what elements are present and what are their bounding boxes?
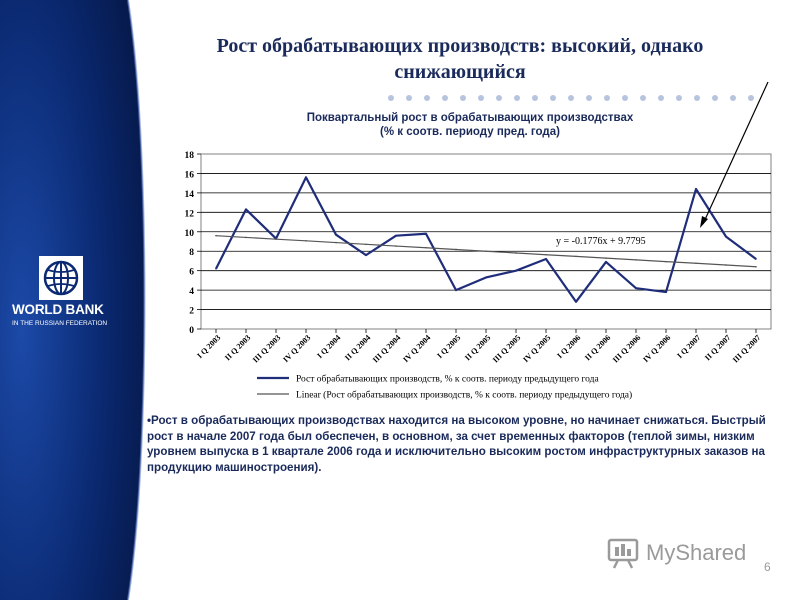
- data-point-trend: [215, 234, 217, 237]
- logo-subtitle: IN THE RUSSIAN FEDERATION: [12, 320, 108, 327]
- y-tick-label: 6: [189, 268, 194, 278]
- data-point-growth: [425, 232, 427, 235]
- data-point-growth: [725, 235, 727, 238]
- callout-arrow: [702, 81, 769, 225]
- y-tick-label: 4: [189, 287, 194, 297]
- data-point-growth: [755, 258, 757, 260]
- presentation-board-icon: [607, 538, 639, 569]
- x-tick-label: IV Q 2003: [281, 333, 312, 364]
- data-point-growth: [605, 261, 607, 263]
- body-text: •Рост в обрабатывающих производствах нах…: [147, 414, 766, 474]
- y-tick-label: 16: [185, 170, 195, 180]
- data-point-growth: [365, 254, 367, 256]
- data-point-growth: [455, 289, 457, 291]
- y-tick-label: 14: [185, 190, 195, 200]
- y-tick-label: 2: [189, 307, 194, 317]
- y-tick-label: 12: [185, 209, 195, 219]
- y-tick-label: 18: [185, 151, 195, 161]
- data-point-growth: [395, 234, 397, 237]
- x-tick-label: III Q 2005: [491, 333, 523, 365]
- x-tick-label: I Q 2006: [555, 333, 582, 360]
- trendline-equation: y = -0.1776x + 9.7795: [556, 236, 646, 247]
- x-tick-label: IV Q 2006: [641, 333, 672, 364]
- data-point-trend: [515, 252, 517, 254]
- data-point-trend: [545, 253, 547, 256]
- x-tick-label: II Q 2007: [703, 333, 732, 362]
- x-tick-label: I Q 2007: [675, 333, 702, 360]
- x-tick-label: I Q 2005: [435, 333, 462, 360]
- x-tick-label: II Q 2006: [583, 333, 612, 362]
- data-point-growth: [635, 287, 637, 289]
- y-tick-label: 8: [189, 248, 194, 258]
- data-point-trend: [725, 264, 727, 266]
- data-point-growth: [335, 233, 337, 236]
- data-point-growth: [575, 300, 577, 303]
- data-point-trend: [455, 248, 457, 251]
- slide-title: Рост обрабатывающих производств: высокий…: [216, 35, 704, 83]
- x-tick-label: III Q 2003: [251, 333, 283, 365]
- x-tick-label: III Q 2006: [611, 333, 643, 365]
- x-tick-label: II Q 2004: [343, 333, 372, 362]
- x-tick-label: I Q 2004: [315, 333, 342, 360]
- data-point-growth: [215, 267, 217, 270]
- x-tick-label: IV Q 2005: [521, 333, 552, 364]
- page-number: 6: [764, 560, 771, 574]
- myshared-watermark: MyShared: [606, 536, 776, 572]
- data-point-trend: [485, 250, 487, 253]
- data-point-trend: [395, 245, 397, 247]
- callout-arrowhead: [700, 216, 708, 228]
- data-point-growth: [245, 208, 247, 211]
- plot-area: [200, 153, 772, 330]
- data-point-trend: [305, 240, 307, 242]
- data-point-trend: [665, 260, 667, 263]
- data-point-growth: [545, 258, 547, 260]
- data-point-growth: [515, 269, 517, 272]
- data-point-trend: [335, 241, 337, 244]
- logo-name: WORLD BANK: [12, 302, 104, 317]
- data-point-growth: [305, 176, 307, 179]
- data-point-trend: [275, 238, 277, 240]
- x-tick-label: III Q 2007: [731, 333, 763, 365]
- data-point-trend: [635, 259, 637, 261]
- decorative-dots: [388, 88, 768, 101]
- x-tick-label: I Q 2003: [195, 333, 222, 360]
- chart-title-line2: (% к соотв. периоду пред. года): [380, 126, 560, 138]
- data-point-trend: [245, 236, 247, 239]
- watermark-text: MyShared: [646, 540, 747, 565]
- y-tick-label: 0: [189, 326, 194, 336]
- data-point-trend: [755, 265, 757, 268]
- data-point-trend: [605, 257, 607, 259]
- x-tick-label: II Q 2003: [223, 333, 252, 362]
- data-point-growth: [695, 188, 697, 190]
- legend-label: Рост обрабатывающих производств, % к соо…: [296, 374, 599, 385]
- chart-title-line1: Поквартальный рост в обрабатывающих прои…: [306, 112, 634, 124]
- globe-icon: [39, 256, 83, 300]
- chart-title: Поквартальный рост в обрабатывающих прои…: [250, 111, 690, 139]
- data-point-growth: [665, 291, 667, 293]
- x-tick-label: II Q 2005: [463, 333, 492, 362]
- data-point-trend: [365, 243, 367, 246]
- y-tick-label: 10: [185, 229, 195, 239]
- data-point-trend: [425, 246, 427, 249]
- x-tick-label: III Q 2004: [371, 333, 403, 365]
- data-point-trend: [695, 262, 697, 265]
- x-tick-label: IV Q 2004: [401, 333, 432, 364]
- data-point-growth: [485, 276, 487, 279]
- legend-label: Linear (Рост обрабатывающих производств,…: [296, 390, 632, 401]
- data-point-trend: [575, 255, 577, 258]
